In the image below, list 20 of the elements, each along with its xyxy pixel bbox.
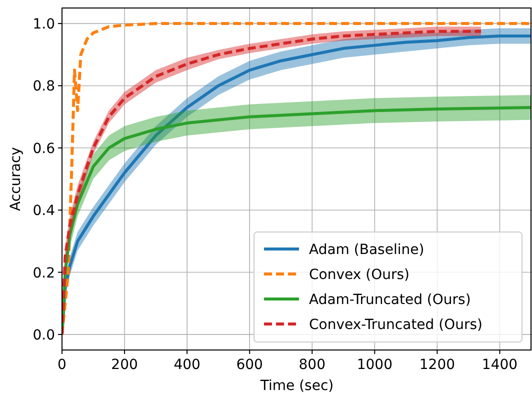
y-tick-label: 0.8 — [32, 78, 55, 95]
legend-label: Convex (Ours) — [309, 267, 410, 283]
legend-label: Adam-Truncated (Ours) — [309, 292, 471, 308]
legend-label: Adam (Baseline) — [309, 242, 424, 258]
y-tick-label: 1.0 — [32, 16, 55, 33]
y-axis-title: Accuracy — [8, 147, 24, 211]
x-tick-label: 1000 — [356, 357, 392, 373]
y-tick-label: 0.6 — [32, 140, 56, 157]
x-tick-label: 400 — [174, 357, 200, 373]
y-tick-label: 0.2 — [32, 265, 55, 282]
x-tick-label: 600 — [236, 357, 263, 373]
y-tick-label: 0.4 — [32, 203, 56, 220]
x-tick-label: 800 — [298, 357, 326, 373]
x-axis-title: Time (sec) — [259, 378, 334, 394]
legend-label: Convex-Truncated (Ours) — [309, 317, 482, 333]
x-tick-label: 1400 — [482, 357, 518, 373]
x-tick-label: 0 — [58, 357, 66, 373]
x-tick-label: 200 — [111, 357, 138, 373]
y-tick-label: 0.0 — [32, 327, 55, 344]
x-tick-label: 1200 — [419, 357, 456, 373]
